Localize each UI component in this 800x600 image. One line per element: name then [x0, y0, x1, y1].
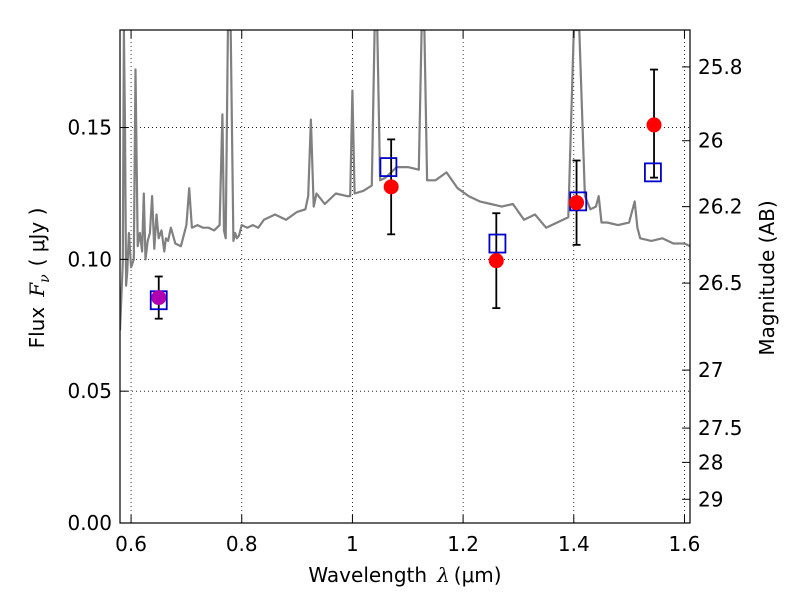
- observed-point: [151, 290, 167, 306]
- observed-point: [383, 179, 399, 195]
- plot-data: [120, 30, 690, 331]
- spectrum-line: [120, 30, 690, 331]
- y-tick-label: 0.00: [67, 511, 112, 535]
- y2-tick-label: 28: [698, 450, 723, 474]
- x-tick-label: 1: [346, 532, 359, 556]
- x-tick-label: 1.6: [669, 532, 701, 556]
- plot-frame: [119, 29, 691, 524]
- y-tick-label: 0.05: [67, 379, 112, 403]
- y2-tick-label: 25.8: [698, 55, 743, 79]
- x-tick-label: 0.6: [115, 532, 147, 556]
- y-axis-label: FluxFν( μJy ): [25, 208, 53, 349]
- axis-ticks: 0.6 0.8 1 1.2 1.4 1.6 0.00 0.05 0.10 0.15 25.8 26 26…: [67, 30, 743, 556]
- y2-tick-label: 26: [698, 129, 723, 153]
- x-axis-label: Wavelength λ (μm): [308, 563, 501, 587]
- x-tick-label: 1.2: [447, 532, 479, 556]
- y2-axis-label: Magnitude (AB): [755, 200, 779, 355]
- y2-tick-label: 27.5: [698, 416, 743, 440]
- model-square: [488, 233, 507, 254]
- x-tick-label: 1.4: [558, 532, 590, 556]
- y-tick-label: 0.10: [67, 247, 112, 271]
- model-square: [379, 157, 398, 177]
- y2-tick-label: 26.2: [698, 195, 743, 219]
- y2-tick-label: 27: [698, 358, 723, 382]
- y2-tick-label: 26.5: [698, 271, 743, 295]
- observed-point: [569, 195, 585, 211]
- y-tick-label: 0.15: [67, 116, 112, 140]
- model-square: [644, 162, 662, 183]
- observed-point: [646, 117, 662, 133]
- x-tick-label: 0.8: [226, 532, 258, 556]
- y2-tick-label: 29: [698, 487, 723, 511]
- observed-point: [488, 253, 504, 269]
